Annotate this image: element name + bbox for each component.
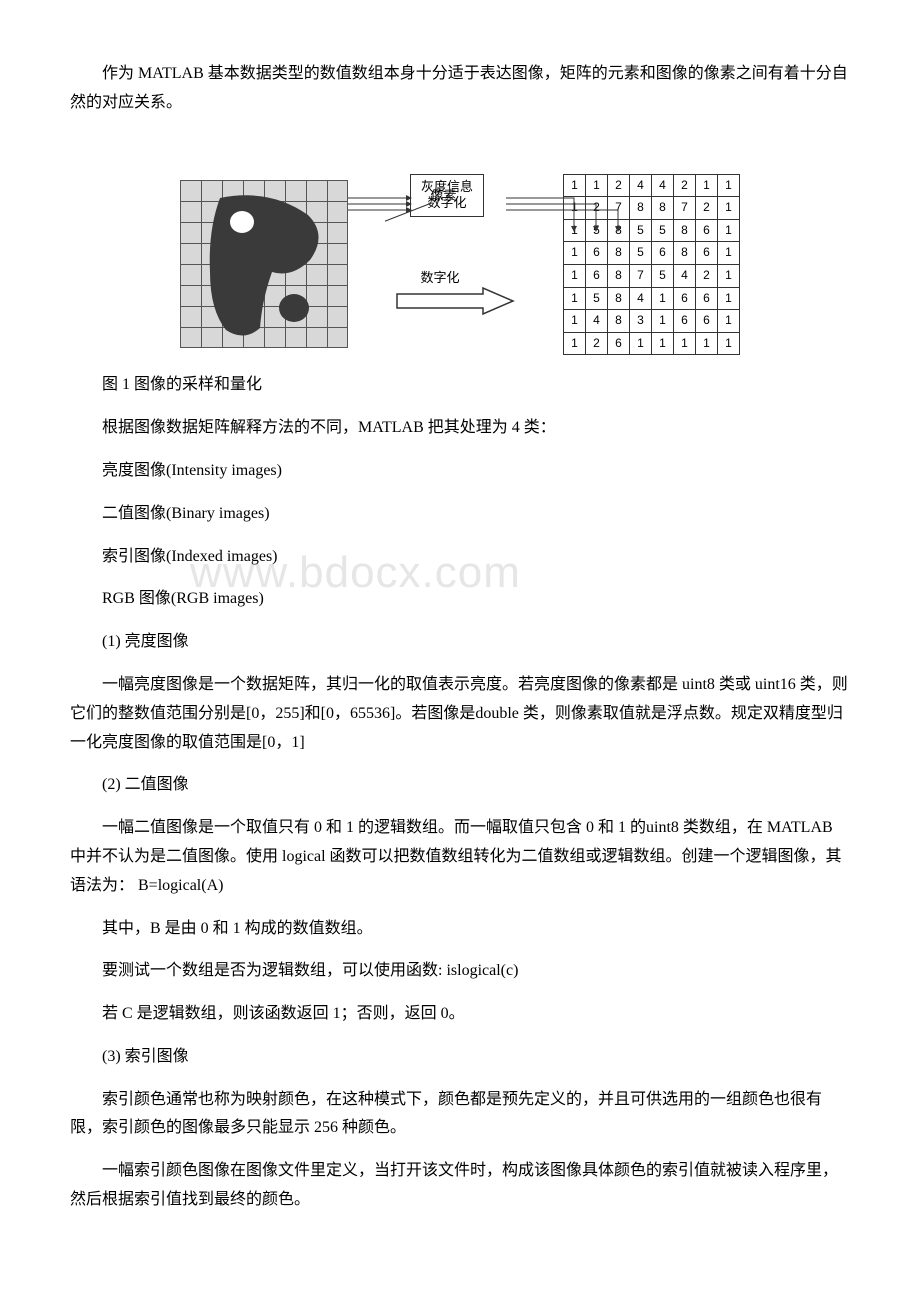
figure-sampling-quantization: 灰度信息 数字化: [180, 174, 740, 356]
matrix-cell: 6: [696, 310, 718, 333]
section2-body: 一幅二值图像是一个取值只有 0 和 1 的逻辑数组。而一幅取值只包含 0 和 1…: [70, 814, 850, 900]
matrix-cell: 6: [586, 242, 608, 265]
matrix-cell: 1: [718, 264, 740, 287]
matrix-cell: 6: [608, 332, 630, 355]
matrix-cell: 6: [696, 287, 718, 310]
type-item-intensity: 亮度图像(Intensity images): [102, 457, 850, 486]
section1-body: 一幅亮度图像是一个数据矩阵，其归一化的取值表示亮度。若亮度图像的像素都是 uin…: [70, 671, 850, 757]
type-item-binary: 二值图像(Binary images): [102, 500, 850, 529]
section2-p4: 若 C 是逻辑数组，则该函数返回 1；否则，返回 0。: [102, 1000, 850, 1029]
matrix-cell: 6: [586, 264, 608, 287]
matrix-cell: 6: [696, 242, 718, 265]
matrix-cell: 8: [608, 310, 630, 333]
type-label: 亮度图像(Intensity images): [102, 462, 282, 479]
matrix-cell: 2: [696, 264, 718, 287]
matrix-cell: 1: [652, 310, 674, 333]
matrix-cell: 4: [674, 264, 696, 287]
matrix-cell: 6: [674, 310, 696, 333]
matrix-cell: 6: [674, 287, 696, 310]
type-label: 索引图像(Indexed images): [102, 548, 278, 565]
matrix-cell: 1: [630, 332, 652, 355]
matrix-cell: 1: [564, 287, 586, 310]
section3-title: (3) 索引图像: [102, 1043, 850, 1072]
intro-paragraph: 作为 MATLAB 基本数据类型的数值数组本身十分适于表达图像，矩阵的元素和图像…: [70, 60, 850, 118]
matrix-cell: 3: [630, 310, 652, 333]
section3-p2: 一幅索引颜色图像在图像文件里定义，当打开该文件时，构成该图像具体颜色的索引值就被…: [70, 1157, 850, 1215]
matrix-cell: 4: [586, 310, 608, 333]
matrix-cell: 5: [586, 287, 608, 310]
middle-column: 像素 数字化: [391, 180, 521, 348]
section2-p2: 其中，B 是由 0 和 1 构成的数值数组。: [102, 915, 850, 944]
matrix-cell: 1: [652, 332, 674, 355]
digitize-arrow-icon: [395, 286, 515, 316]
matrix-cell: 1: [674, 332, 696, 355]
figure-caption: 图 1 图像的采样和量化: [102, 371, 850, 400]
matrix-cell: 1: [564, 332, 586, 355]
matrix-cell: 5: [630, 242, 652, 265]
matrix-cell: 1: [718, 287, 740, 310]
section3-body: 索引颜色通常也称为映射颜色，在这种模式下，颜色都是预先定义的，并且可供选用的一组…: [70, 1086, 850, 1144]
matrix-cell: 5: [652, 264, 674, 287]
matrix-cell: 6: [652, 242, 674, 265]
matrix-cell: 2: [586, 332, 608, 355]
matrix-cell: 1: [564, 264, 586, 287]
section2-title: (2) 二值图像: [102, 771, 850, 800]
matrix-cell: 1: [652, 287, 674, 310]
pixel-pointer-line: [385, 194, 515, 264]
section1-title: (1) 亮度图像: [102, 628, 850, 657]
matrix-cell: 1: [718, 332, 740, 355]
blob-shape: [180, 180, 348, 348]
matrix-cell: 1: [718, 242, 740, 265]
classify-intro: 根据图像数据矩阵解释方法的不同，MATLAB 把其处理为 4 类：: [102, 414, 850, 443]
type-label: 二值图像(Binary images): [102, 505, 270, 522]
matrix-cell: 8: [608, 287, 630, 310]
pixel-grid: [180, 180, 348, 348]
type-item-rgb: RGB 图像(RGB images): [102, 585, 850, 614]
section2-p3: 要测试一个数组是否为逻辑数组，可以使用函数: islogical(c): [102, 957, 850, 986]
matrix-cell: 8: [608, 242, 630, 265]
matrix-cell: 7: [630, 264, 652, 287]
matrix-cell: 1: [564, 242, 586, 265]
matrix-cell: 8: [608, 264, 630, 287]
matrix-cell: 8: [674, 242, 696, 265]
matrix-cell: 1: [696, 332, 718, 355]
matrix-cell: 4: [630, 287, 652, 310]
matrix-cell: 1: [718, 310, 740, 333]
type-label: RGB 图像(RGB images): [102, 590, 264, 607]
matrix-cell: 1: [564, 310, 586, 333]
type-item-indexed: 索引图像(Indexed images): [102, 543, 850, 572]
